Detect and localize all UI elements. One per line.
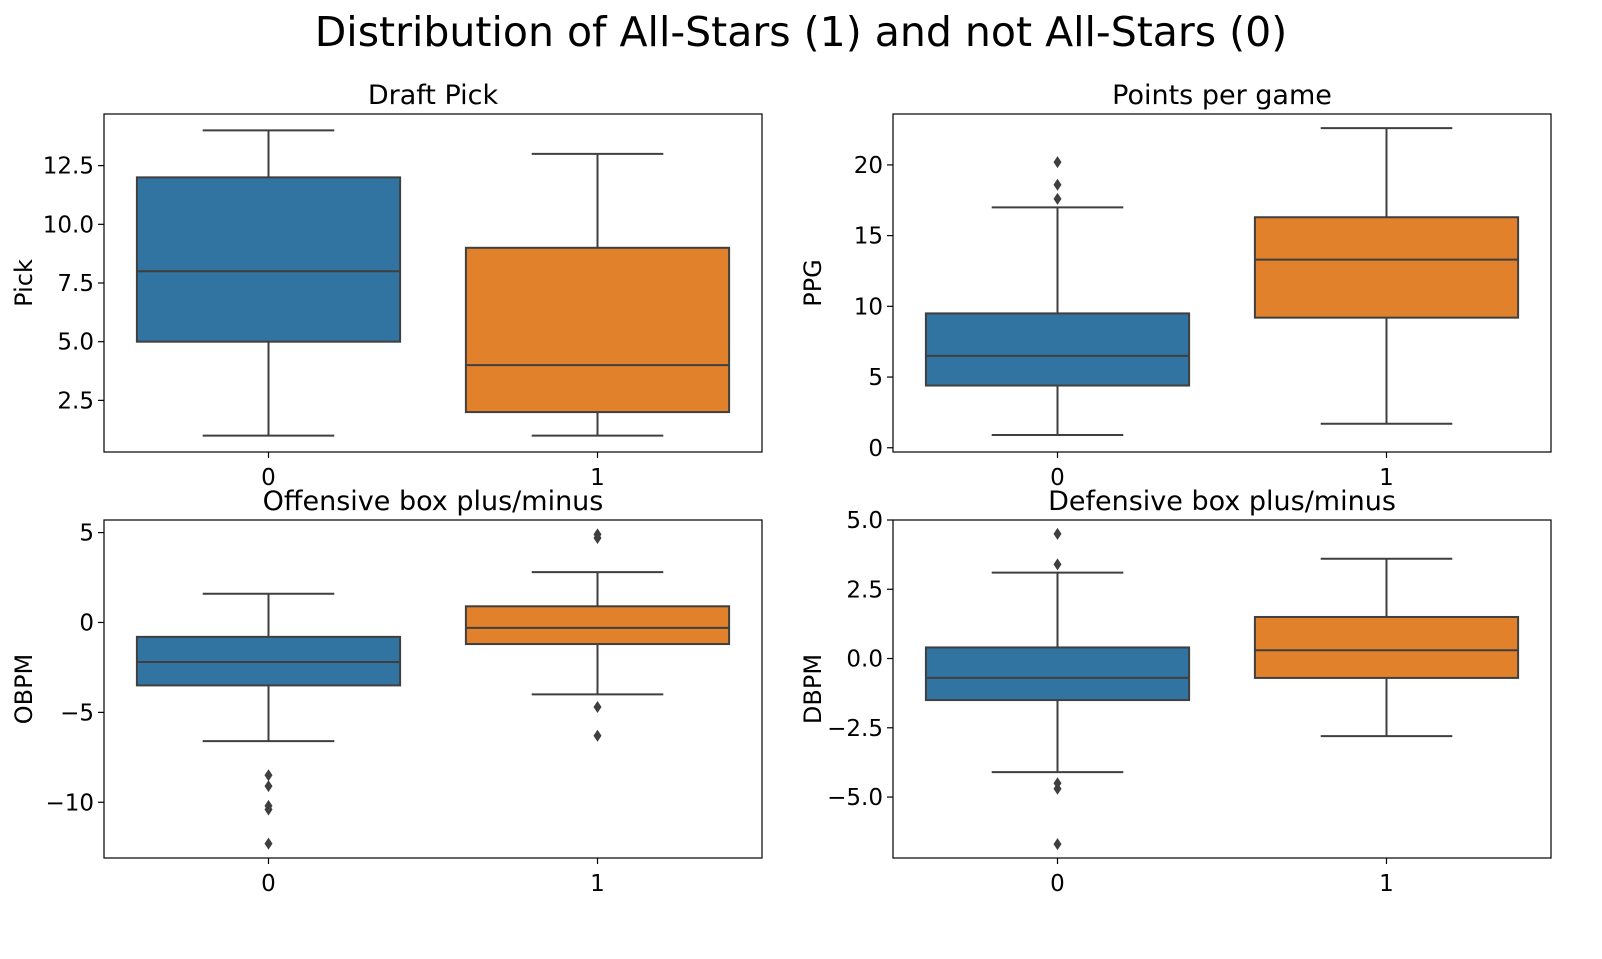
y-tick-label: 5 <box>868 365 883 391</box>
y-axis-label: Pick <box>10 259 38 307</box>
y-axis-label: OBPM <box>10 654 38 725</box>
box-group-1 <box>464 528 731 742</box>
y-tick-label: 5 <box>79 521 94 547</box>
y-axis-label: PPG <box>799 259 827 307</box>
box-group-1 <box>464 152 731 437</box>
y-tick-label: 15 <box>854 224 883 250</box>
x-tick-label: 0 <box>1050 871 1065 897</box>
iqr-box <box>924 646 1191 702</box>
iqr-box <box>464 246 731 414</box>
outlier-point <box>1053 558 1062 571</box>
plot-frame <box>103 519 763 859</box>
figure-title: Distribution of All-Stars (1) and not Al… <box>314 8 1288 56</box>
outlier-point <box>1053 782 1062 795</box>
subplot-title: Defensive box plus/minus <box>1048 486 1396 517</box>
box-group-1 <box>1253 127 1520 425</box>
box-group-0 <box>135 592 402 850</box>
y-tick-label: −5 <box>60 700 94 726</box>
iqr-box <box>1253 216 1520 319</box>
y-tick-label: 2.5 <box>57 388 94 414</box>
x-tick-label: 1 <box>590 871 605 897</box>
box-group-0 <box>135 129 402 437</box>
box-group-0 <box>924 156 1191 437</box>
outlier-point <box>264 837 273 850</box>
subplot-2: Points per game PPG 0 5 10 15 20 0 1 <box>799 80 1552 491</box>
box-group-1 <box>1253 557 1520 738</box>
box-group-0 <box>924 527 1191 851</box>
subplot-title: Points per game <box>1112 80 1332 111</box>
outlier-point <box>1053 527 1062 540</box>
y-tick-label: 0.0 <box>846 647 883 673</box>
plot-frame <box>892 519 1552 859</box>
y-tick-label: −2.5 <box>827 716 883 742</box>
y-tick-label: −5.0 <box>827 785 883 811</box>
subplot-title: Offensive box plus/minus <box>263 486 604 517</box>
x-tick-label: 0 <box>1050 465 1065 491</box>
y-tick-label: 0 <box>79 610 94 636</box>
iqr-box <box>135 176 402 343</box>
plot-frame <box>892 113 1552 453</box>
y-tick-label: 10.0 <box>43 212 94 238</box>
y-tick-label: 2.5 <box>846 577 883 603</box>
outlier-point <box>593 729 602 742</box>
outlier-point <box>1053 156 1062 169</box>
subplot-3: Offensive box plus/minus OBPM −10 −5 0 5 0 1 <box>10 486 763 897</box>
y-tick-label: 10 <box>854 294 883 320</box>
y-axis-label: DBPM <box>799 654 827 724</box>
x-tick-label: 1 <box>1379 465 1394 491</box>
y-tick-label: 20 <box>854 153 883 179</box>
y-tick-label: 5.0 <box>57 330 94 356</box>
outlier-point <box>264 780 273 793</box>
outlier-point <box>1053 838 1062 851</box>
iqr-box <box>924 312 1191 387</box>
y-tick-label: 5.0 <box>846 508 883 534</box>
outlier-point <box>593 700 602 713</box>
y-tick-label: −10 <box>45 790 94 816</box>
y-tick-label: 7.5 <box>57 271 94 297</box>
outlier-point <box>264 769 273 782</box>
y-tick-label: 0 <box>868 436 883 462</box>
outlier-point <box>264 803 273 816</box>
outlier-point <box>593 528 602 541</box>
x-tick-label: 0 <box>261 871 276 897</box>
subplot-4: Defensive box plus/minus DBPM −5.0 −2.5 0.0 2… <box>799 486 1552 897</box>
iqr-box <box>1253 615 1520 679</box>
x-tick-label: 1 <box>1379 871 1394 897</box>
x-tick-label: 0 <box>261 465 276 491</box>
subplot-title: Draft Pick <box>368 80 499 111</box>
y-tick-label: 12.5 <box>43 154 94 180</box>
iqr-box <box>464 605 731 646</box>
x-tick-label: 1 <box>590 465 605 491</box>
subplot-1: Draft Pick Pick 2.5 5.0 7.5 10.0 12.5 0 1 <box>10 80 763 491</box>
outlier-point <box>1053 192 1062 205</box>
outlier-point <box>1053 178 1062 191</box>
